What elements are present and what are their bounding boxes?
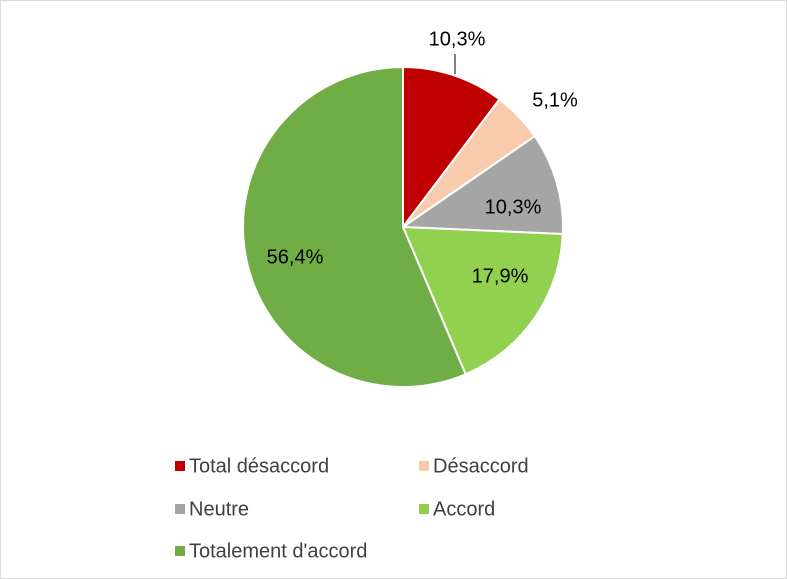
- data-label: 17,9%: [472, 265, 529, 287]
- legend-label: Désaccord: [433, 455, 529, 477]
- legend-swatch: [175, 504, 185, 514]
- legend-label: Totalement d'accord: [189, 540, 367, 562]
- data-label: 10,3%: [429, 28, 486, 50]
- data-label: 5,1%: [532, 89, 578, 111]
- pie-slice: [402, 65, 501, 230]
- legend-label: Accord: [433, 498, 495, 520]
- pie-slice: [242, 65, 467, 388]
- legend-label: Total désaccord: [189, 455, 329, 477]
- legend-swatch: [175, 546, 185, 556]
- data-label: 10,3%: [485, 196, 542, 218]
- data-label: 56,4%: [267, 246, 324, 268]
- legend-label: Neutre: [189, 498, 249, 520]
- pie-slice: [401, 225, 564, 376]
- legend-swatch: [419, 504, 429, 514]
- pie-slice: [399, 134, 564, 236]
- legend-swatch: [419, 461, 429, 471]
- legend-swatch: [175, 461, 185, 471]
